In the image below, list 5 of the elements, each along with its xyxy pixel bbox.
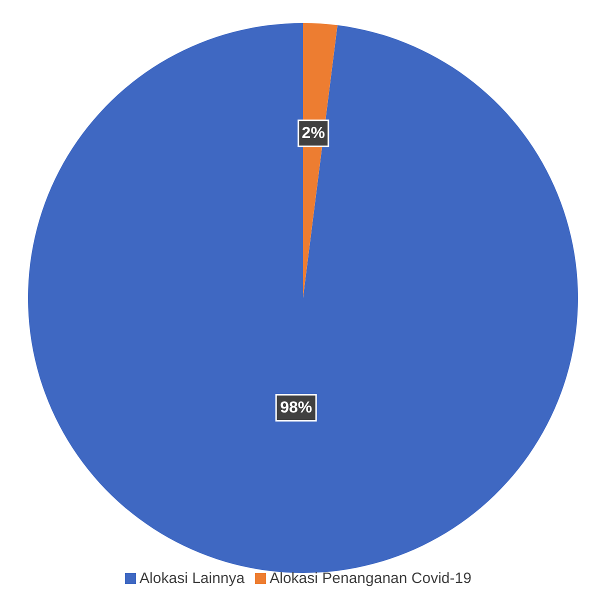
- data-label: 2%: [302, 124, 325, 142]
- legend-label: Alokasi Lainnya: [140, 570, 245, 587]
- legend-label: Alokasi Penanganan Covid-19: [270, 570, 472, 587]
- pie-slice: [28, 23, 578, 572]
- data-label: 98%: [280, 399, 312, 416]
